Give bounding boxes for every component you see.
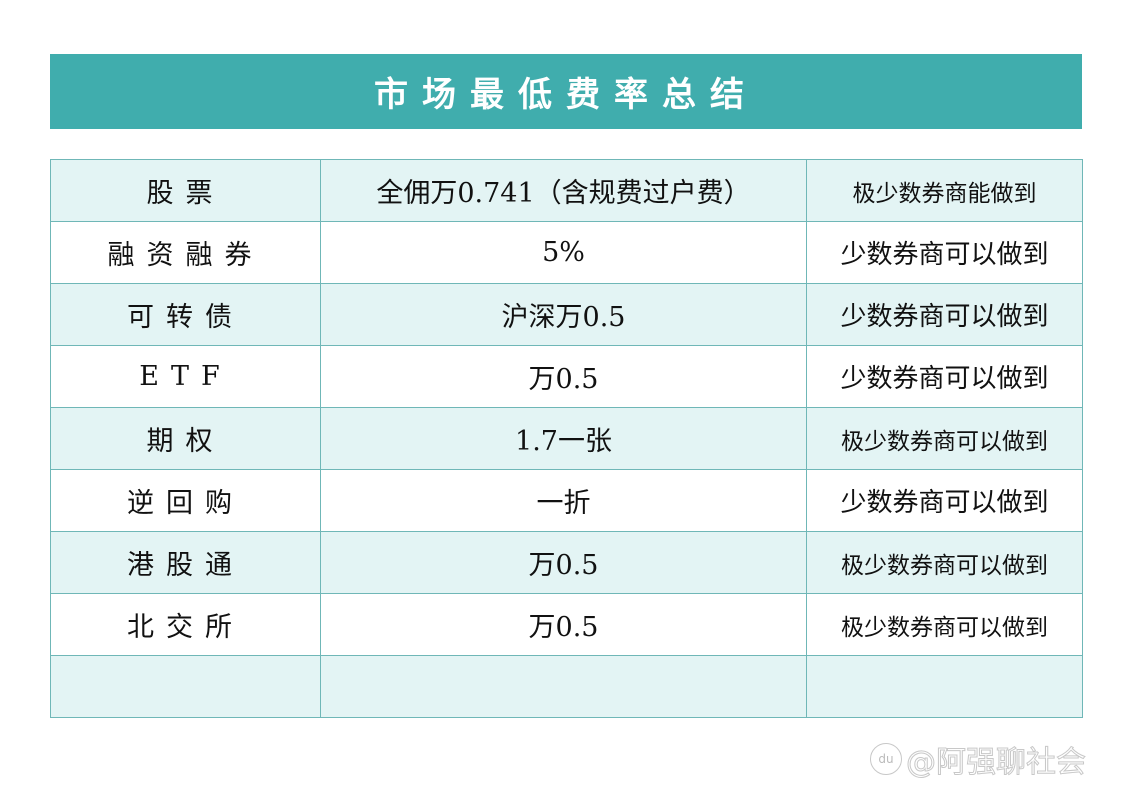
table-row: 股票 全佣万0.741（含规费过户费） 极少数券商能做到: [50, 159, 1083, 222]
table-row: 北交所 万0.5 极少数券商可以做到: [50, 593, 1083, 656]
market-type-cell: 可转债: [50, 283, 321, 346]
market-type-cell: 港股通: [50, 531, 321, 594]
market-type-cell: 期权: [50, 407, 321, 470]
table-row: [50, 655, 1083, 718]
watermark: du @阿强聊社会: [870, 737, 1087, 781]
availability-cell: 极少数券商可以做到: [806, 407, 1083, 470]
availability-cell: 少数券商可以做到: [806, 221, 1083, 284]
min-fee-cell: [320, 655, 807, 718]
availability-cell: 少数券商可以做到: [806, 283, 1083, 346]
availability-cell: 少数券商可以做到: [806, 345, 1083, 408]
watermark-text: @阿强聊社会: [906, 745, 1087, 781]
availability-cell: 少数券商可以做到: [806, 469, 1083, 532]
min-fee-cell: 万0.5: [320, 593, 807, 656]
min-fee-cell: 万0.5: [320, 345, 807, 408]
min-fee-cell: 1.7一张: [320, 407, 807, 470]
market-type-cell: 股票: [50, 159, 321, 222]
availability-cell: 极少数券商可以做到: [806, 593, 1083, 656]
table-row: ETF 万0.5 少数券商可以做到: [50, 345, 1083, 408]
market-type-cell: 逆回购: [50, 469, 321, 532]
fee-table: 股票 全佣万0.741（含规费过户费） 极少数券商能做到 融资融券 5% 少数券商可以做到…: [50, 159, 1083, 718]
table-row: 可转债 沪深万0.5 少数券商可以做到: [50, 283, 1083, 346]
min-fee-cell: 全佣万0.741（含规费过户费）: [320, 159, 807, 222]
min-fee-cell: 沪深万0.5: [320, 283, 807, 346]
min-fee-cell: 万0.5: [320, 531, 807, 594]
market-type-cell: ETF: [50, 345, 321, 408]
availability-cell: 极少数券商可以做到: [806, 531, 1083, 594]
table-row: 期权 1.7一张 极少数券商可以做到: [50, 407, 1083, 470]
market-type-cell: [50, 655, 321, 718]
market-type-cell: 融资融券: [50, 221, 321, 284]
baidu-paw-icon: du: [870, 743, 902, 775]
min-fee-cell: 5%: [320, 221, 807, 284]
table-row: 融资融券 5% 少数券商可以做到: [50, 221, 1083, 284]
availability-cell: 极少数券商能做到: [806, 159, 1083, 222]
table-row: 港股通 万0.5 极少数券商可以做到: [50, 531, 1083, 594]
market-type-cell: 北交所: [50, 593, 321, 656]
availability-cell: [806, 655, 1083, 718]
min-fee-cell: 一折: [320, 469, 807, 532]
page-title: 市场最低费率总结: [50, 54, 1082, 129]
table-row: 逆回购 一折 少数券商可以做到: [50, 469, 1083, 532]
